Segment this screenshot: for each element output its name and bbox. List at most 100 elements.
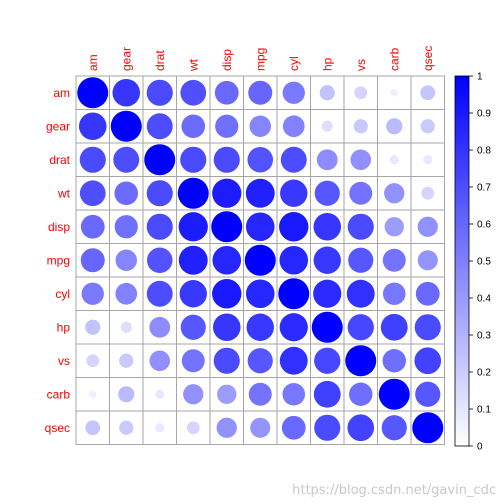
corr-circle-disp-qsec bbox=[417, 216, 438, 237]
column-label-qsec: qsec bbox=[421, 46, 435, 71]
corr-circle-gear-am bbox=[78, 112, 107, 141]
corr-circle-am-gear bbox=[112, 78, 141, 107]
corr-circle-carb-carb bbox=[378, 378, 410, 410]
column-label-disp: disp bbox=[220, 49, 234, 71]
corr-circle-mpg-mpg bbox=[244, 244, 276, 276]
corr-circle-gear-disp bbox=[215, 114, 239, 138]
corr-circle-qsec-mpg bbox=[250, 417, 271, 438]
corr-circle-mpg-vs bbox=[348, 247, 374, 273]
corr-circle-disp-disp bbox=[211, 211, 243, 243]
corr-circle-hp-carb bbox=[380, 313, 408, 341]
corr-circle-vs-mpg bbox=[247, 348, 273, 374]
corr-circle-mpg-drat bbox=[146, 247, 173, 274]
corr-circle-am-qsec bbox=[420, 85, 436, 101]
corr-circle-vs-am bbox=[86, 354, 100, 368]
corr-circle-disp-hp bbox=[313, 212, 342, 241]
corr-circle-wt-gear bbox=[114, 181, 139, 206]
column-label-cyl: cyl bbox=[287, 56, 301, 71]
corr-circle-hp-am bbox=[85, 319, 101, 335]
legend-tick-label: 0.5 bbox=[477, 257, 491, 268]
corr-circle-mpg-am bbox=[80, 248, 105, 273]
corr-circle-carb-am bbox=[88, 390, 97, 399]
legend-tick-label: 0 bbox=[477, 442, 483, 453]
corr-circle-gear-qsec bbox=[420, 119, 435, 134]
legend-tick-label: 0.4 bbox=[477, 294, 491, 305]
corr-circle-vs-qsec bbox=[414, 347, 442, 375]
corr-circle-mpg-disp bbox=[212, 245, 242, 275]
plot-grid bbox=[75, 75, 445, 445]
column-labels: am gear drat wt disp mpg cyl hp vs carb qsec bbox=[86, 46, 435, 72]
corr-circle-wt-vs bbox=[349, 181, 373, 205]
corr-circle-drat-cyl bbox=[280, 146, 307, 173]
grid-cell bbox=[410, 410, 445, 445]
corr-circle-qsec-carb bbox=[381, 415, 407, 441]
column-label-drat: drat bbox=[153, 50, 167, 71]
legend-tick-label: 0.8 bbox=[477, 146, 491, 157]
corr-circle-carb-hp bbox=[313, 380, 341, 408]
corr-circle-gear-vs bbox=[353, 119, 368, 134]
corr-circle-vs-hp bbox=[314, 347, 341, 374]
corr-circle-vs-disp bbox=[213, 347, 240, 374]
corr-circle-am-vs bbox=[354, 86, 368, 100]
corr-circle-carb-qsec bbox=[415, 381, 441, 407]
corr-circle-am-am bbox=[77, 77, 109, 109]
corr-circle-wt-qsec bbox=[421, 186, 435, 200]
corr-circle-am-hp bbox=[319, 85, 335, 101]
legend-tick-label: 0.9 bbox=[477, 109, 491, 120]
corr-circle-carb-gear bbox=[118, 386, 135, 403]
corr-circle-am-carb bbox=[390, 88, 399, 97]
corr-circle-carb-mpg bbox=[248, 382, 272, 406]
corr-circle-cyl-gear bbox=[115, 282, 138, 305]
corr-circle-carb-cyl bbox=[282, 382, 306, 406]
corr-circle-disp-mpg bbox=[245, 212, 275, 242]
corr-circle-disp-cyl bbox=[279, 212, 309, 242]
corr-circle-am-mpg bbox=[248, 80, 273, 105]
corr-circle-mpg-cyl bbox=[279, 245, 309, 275]
column-label-gear: gear bbox=[119, 47, 133, 71]
corr-circle-carb-wt bbox=[183, 384, 204, 405]
legend-tick-label: 0.6 bbox=[477, 220, 491, 231]
row-label-disp: disp bbox=[48, 220, 70, 234]
corr-circle-vs-cyl bbox=[279, 346, 308, 375]
corr-circle-carb-disp bbox=[217, 384, 237, 404]
corr-circle-vs-wt bbox=[181, 349, 205, 373]
corr-circle-qsec-disp bbox=[216, 417, 237, 438]
corr-circle-disp-vs bbox=[347, 213, 374, 240]
corr-circle-wt-carb bbox=[384, 183, 405, 204]
corr-circle-hp-cyl bbox=[279, 313, 308, 342]
legend-tick-label: 0.3 bbox=[477, 331, 491, 342]
corr-circle-disp-gear bbox=[114, 215, 138, 239]
corr-circle-wt-cyl bbox=[280, 179, 308, 207]
corr-circle-vs-carb bbox=[382, 349, 406, 373]
corr-circle-qsec-cyl bbox=[281, 415, 306, 440]
correlation-circles bbox=[77, 77, 444, 444]
corr-circle-mpg-hp bbox=[313, 246, 341, 274]
corr-circle-am-drat bbox=[146, 79, 173, 106]
corr-circle-disp-drat bbox=[146, 213, 173, 240]
corr-circle-cyl-hp bbox=[313, 279, 342, 308]
corr-circle-mpg-qsec bbox=[417, 250, 438, 271]
corr-circle-cyl-cyl bbox=[278, 278, 310, 310]
corr-circle-disp-carb bbox=[384, 217, 404, 237]
corr-circle-qsec-am bbox=[85, 420, 101, 436]
corr-circle-carb-vs bbox=[349, 382, 373, 406]
row-label-mpg: mpg bbox=[47, 253, 70, 267]
row-label-qsec: qsec bbox=[45, 421, 70, 435]
column-label-wt: wt bbox=[186, 58, 200, 72]
corr-circle-wt-disp bbox=[212, 178, 242, 208]
corr-circle-hp-disp bbox=[212, 313, 241, 342]
corr-circle-am-disp bbox=[214, 80, 239, 105]
corr-circle-drat-am bbox=[79, 146, 106, 173]
corr-circle-gear-wt bbox=[181, 114, 206, 139]
corr-circle-wt-wt bbox=[177, 177, 209, 209]
corr-circle-gear-carb bbox=[386, 118, 403, 135]
corr-circle-gear-gear bbox=[110, 110, 142, 142]
column-label-carb: carb bbox=[387, 47, 401, 71]
column-label-am: am bbox=[86, 54, 100, 71]
legend-tick-label: 0.2 bbox=[477, 368, 491, 379]
row-label-am: am bbox=[53, 86, 70, 100]
corr-circle-am-wt bbox=[180, 79, 207, 106]
row-labels: am gear drat wt disp mpg cyl hp vs carb qsec bbox=[45, 86, 71, 435]
corr-circle-hp-gear bbox=[120, 321, 132, 333]
